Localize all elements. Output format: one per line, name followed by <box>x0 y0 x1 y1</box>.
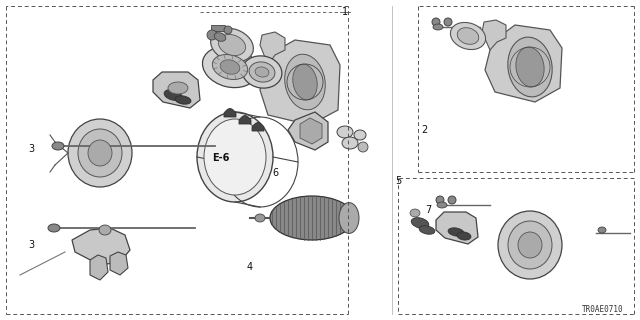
Polygon shape <box>260 32 285 65</box>
Ellipse shape <box>598 227 606 233</box>
Ellipse shape <box>292 64 317 100</box>
Ellipse shape <box>204 119 266 195</box>
Ellipse shape <box>337 126 353 138</box>
Ellipse shape <box>342 137 358 149</box>
Ellipse shape <box>218 35 246 56</box>
Ellipse shape <box>249 62 275 82</box>
Ellipse shape <box>242 56 282 88</box>
Text: 5: 5 <box>396 176 402 186</box>
Ellipse shape <box>224 26 232 34</box>
Ellipse shape <box>220 60 240 74</box>
Ellipse shape <box>412 218 429 228</box>
Text: 1: 1 <box>342 7 349 17</box>
Ellipse shape <box>508 37 552 97</box>
Polygon shape <box>239 116 251 124</box>
Ellipse shape <box>212 54 248 79</box>
Polygon shape <box>72 228 130 265</box>
Ellipse shape <box>432 18 440 26</box>
Ellipse shape <box>255 67 269 77</box>
Polygon shape <box>252 123 264 131</box>
Text: 3: 3 <box>29 240 35 250</box>
Ellipse shape <box>444 18 452 26</box>
Ellipse shape <box>207 30 217 40</box>
Ellipse shape <box>436 196 444 204</box>
Ellipse shape <box>451 22 486 50</box>
Text: 3: 3 <box>29 144 35 154</box>
Text: 6: 6 <box>272 168 278 178</box>
Text: E-6: E-6 <box>212 153 230 164</box>
Ellipse shape <box>498 211 562 279</box>
Ellipse shape <box>433 24 443 30</box>
Ellipse shape <box>410 209 420 217</box>
Ellipse shape <box>164 90 182 100</box>
Ellipse shape <box>255 214 265 222</box>
Polygon shape <box>110 252 128 275</box>
Polygon shape <box>436 212 478 244</box>
Ellipse shape <box>88 140 112 166</box>
Ellipse shape <box>52 142 64 150</box>
Ellipse shape <box>68 119 132 187</box>
Ellipse shape <box>202 46 257 88</box>
Ellipse shape <box>78 129 122 177</box>
Ellipse shape <box>508 221 552 269</box>
Ellipse shape <box>99 225 111 235</box>
Text: 7: 7 <box>426 204 432 215</box>
Ellipse shape <box>516 47 544 87</box>
Ellipse shape <box>457 232 471 240</box>
Polygon shape <box>288 112 328 150</box>
Ellipse shape <box>48 224 60 232</box>
Ellipse shape <box>285 54 325 110</box>
Ellipse shape <box>437 202 447 208</box>
Text: TR0AE0710: TR0AE0710 <box>582 305 624 314</box>
Ellipse shape <box>448 228 464 236</box>
Ellipse shape <box>270 196 354 240</box>
Polygon shape <box>300 118 322 144</box>
Ellipse shape <box>358 142 368 152</box>
Polygon shape <box>485 25 562 102</box>
Polygon shape <box>153 72 200 108</box>
Polygon shape <box>90 255 108 280</box>
Ellipse shape <box>419 226 435 234</box>
Ellipse shape <box>448 196 456 204</box>
Text: 2: 2 <box>421 124 428 135</box>
Polygon shape <box>482 20 506 50</box>
Ellipse shape <box>354 130 366 140</box>
Ellipse shape <box>518 232 542 258</box>
Ellipse shape <box>168 82 188 94</box>
Ellipse shape <box>175 96 191 104</box>
Ellipse shape <box>457 28 479 44</box>
Ellipse shape <box>197 112 273 202</box>
Ellipse shape <box>214 33 226 41</box>
Ellipse shape <box>211 28 253 62</box>
Bar <box>211 25 225 31</box>
Polygon shape <box>224 108 236 117</box>
Text: 4: 4 <box>246 262 253 272</box>
Ellipse shape <box>339 203 359 233</box>
Polygon shape <box>260 40 340 125</box>
